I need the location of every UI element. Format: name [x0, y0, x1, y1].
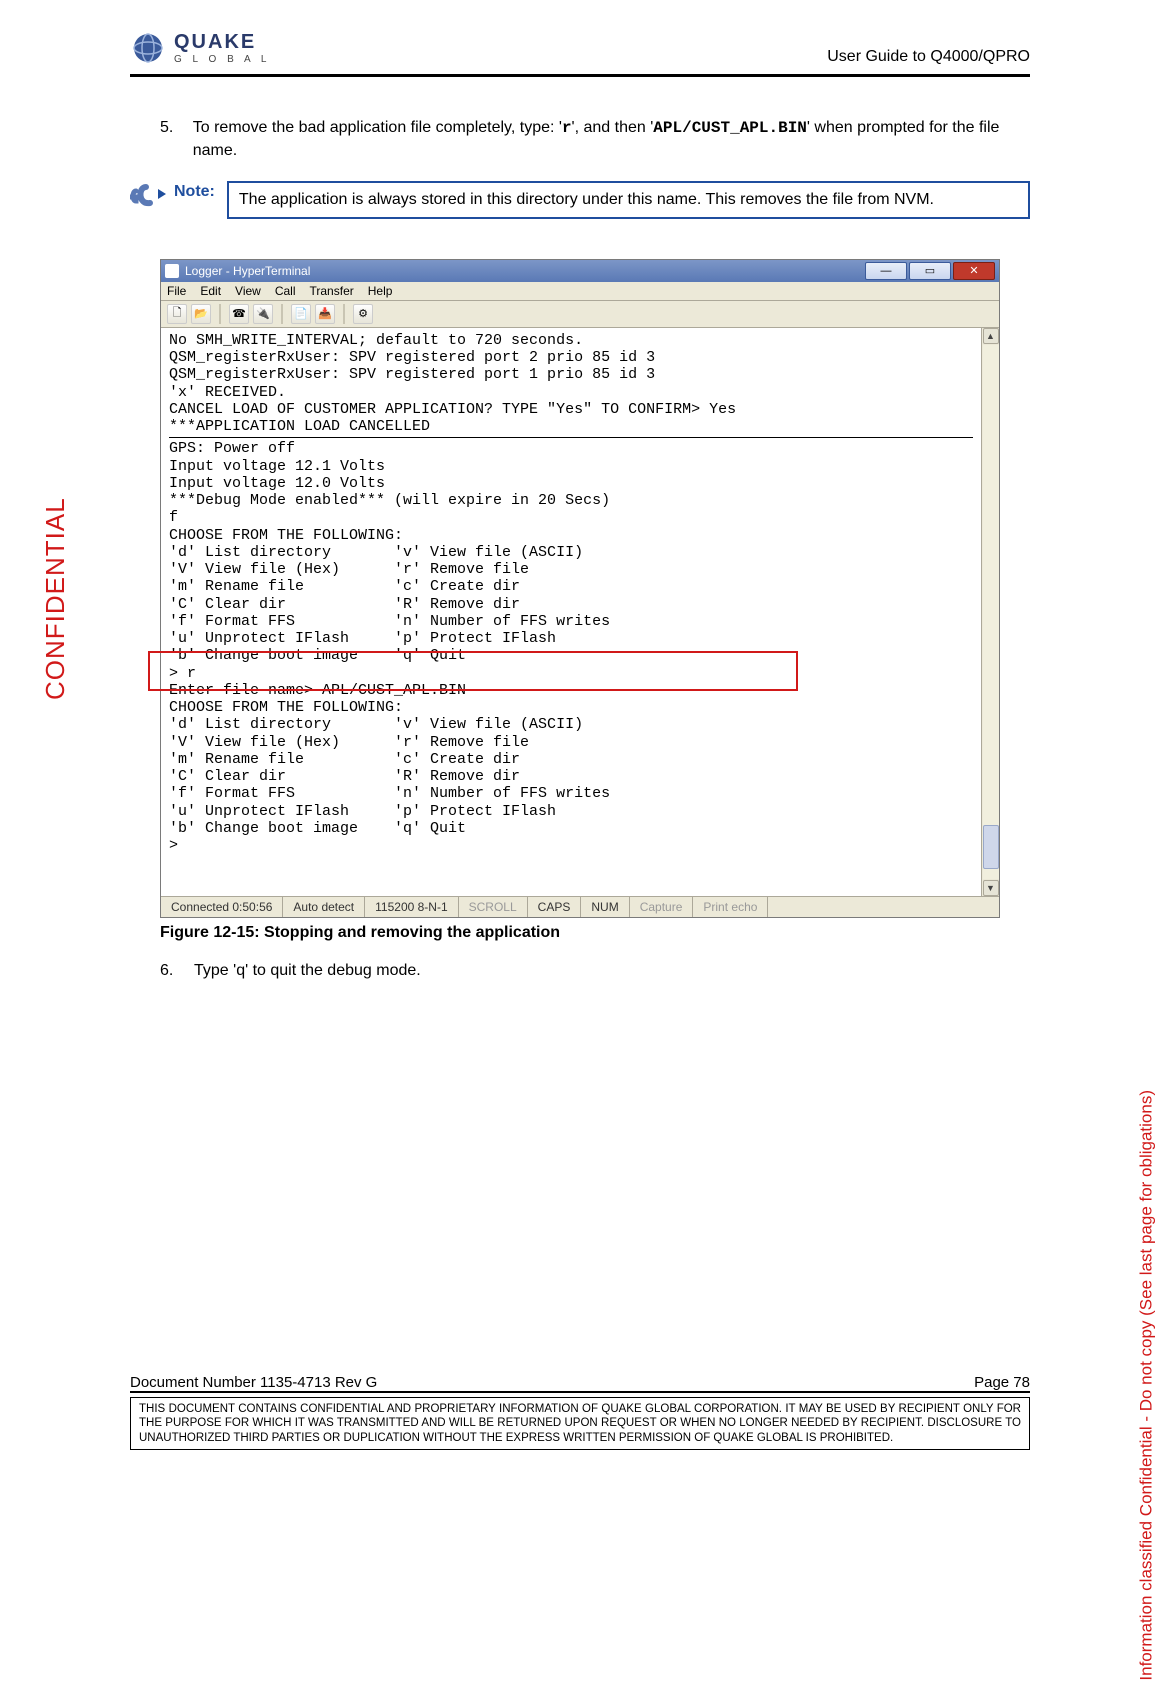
- note-row: Note: The application is always stored i…: [130, 181, 1030, 219]
- status-detect: Auto detect: [283, 897, 365, 917]
- status-connected: Connected 0:50:56: [161, 897, 283, 917]
- logo: QUAKE G L O B A L: [130, 30, 270, 66]
- status-capture: Capture: [630, 897, 694, 917]
- tool-new-icon[interactable]: 🗋: [167, 304, 187, 324]
- menu-edit[interactable]: Edit: [200, 284, 221, 298]
- terminal-content[interactable]: No SMH_WRITE_INTERVAL; default to 720 se…: [161, 328, 981, 896]
- ht-titlebar: Logger - HyperTerminal — ▭ ✕: [161, 260, 999, 282]
- step-5: 5. To remove the bad application file co…: [160, 117, 1000, 161]
- legal-notice: THIS DOCUMENT CONTAINS CONFIDENTIAL AND …: [130, 1397, 1030, 1450]
- hyperterminal-window: Logger - HyperTerminal — ▭ ✕ File Edit V…: [160, 259, 1000, 918]
- tool-connect-icon[interactable]: ☎: [229, 304, 249, 324]
- step-5-number: 5.: [160, 117, 181, 161]
- doc-number: Document Number 1135-4713 Rev G: [130, 1374, 377, 1391]
- status-scroll: SCROLL: [459, 897, 528, 917]
- header-rule: [130, 74, 1030, 77]
- tool-send-icon[interactable]: 📄: [291, 304, 311, 324]
- ht-statusbar: Connected 0:50:56 Auto detect 115200 8-N…: [161, 896, 999, 917]
- close-button[interactable]: ✕: [953, 262, 995, 280]
- status-baud: 115200 8-N-1: [365, 897, 459, 917]
- confidential-watermark-right: Information classified Confidential - Do…: [1137, 1090, 1157, 1681]
- tool-open-icon[interactable]: 📂: [191, 304, 211, 324]
- confidential-watermark-left: CONFIDENTIAL: [40, 497, 71, 700]
- menu-help[interactable]: Help: [368, 284, 393, 298]
- globe-icon: [130, 30, 166, 66]
- menu-transfer[interactable]: Transfer: [310, 284, 354, 298]
- step-6-text: Type 'q' to quit the debug mode.: [194, 960, 421, 982]
- scroll-down-icon[interactable]: ▼: [983, 880, 999, 896]
- status-echo: Print echo: [693, 897, 768, 917]
- vertical-scrollbar[interactable]: ▲ ▼: [981, 328, 999, 896]
- ht-app-icon: [165, 264, 179, 278]
- note-box: The application is always stored in this…: [227, 181, 1030, 219]
- doc-title: User Guide to Q4000/QPRO: [827, 48, 1030, 66]
- step-5-text: To remove the bad application file compl…: [193, 117, 1000, 161]
- minimize-button[interactable]: —: [865, 262, 907, 280]
- note-arrow-icon: [130, 181, 166, 207]
- maximize-button[interactable]: ▭: [909, 262, 951, 280]
- logo-main-text: QUAKE: [174, 31, 270, 54]
- page-content: QUAKE G L O B A L User Guide to Q4000/QP…: [130, 30, 1030, 1001]
- tool-disconnect-icon[interactable]: 🔌: [253, 304, 273, 324]
- tool-props-icon[interactable]: ⚙: [353, 304, 373, 324]
- menu-view[interactable]: View: [235, 284, 261, 298]
- step-6: 6. Type 'q' to quit the debug mode.: [160, 960, 1000, 982]
- ht-title: Logger - HyperTerminal: [185, 264, 310, 278]
- page-number: Page 78: [974, 1374, 1030, 1391]
- figure-caption: Figure 12-15: Stopping and removing the …: [160, 924, 1030, 942]
- scroll-thumb[interactable]: [983, 825, 999, 869]
- status-caps: CAPS: [528, 897, 582, 917]
- ht-toolbar: 🗋 📂 ☎ 🔌 📄 📥 ⚙: [161, 301, 999, 328]
- note-label: Note:: [174, 183, 215, 201]
- page-footer: Document Number 1135-4713 Rev G Page 78 …: [130, 1374, 1030, 1450]
- tool-receive-icon[interactable]: 📥: [315, 304, 335, 324]
- ht-menubar: File Edit View Call Transfer Help: [161, 282, 999, 301]
- menu-file[interactable]: File: [167, 284, 186, 298]
- scroll-up-icon[interactable]: ▲: [983, 328, 999, 344]
- page-header: QUAKE G L O B A L User Guide to Q4000/QP…: [130, 30, 1030, 72]
- status-num: NUM: [581, 897, 629, 917]
- menu-call[interactable]: Call: [275, 284, 296, 298]
- logo-sub-text: G L O B A L: [174, 54, 270, 65]
- step-6-number: 6.: [160, 960, 182, 982]
